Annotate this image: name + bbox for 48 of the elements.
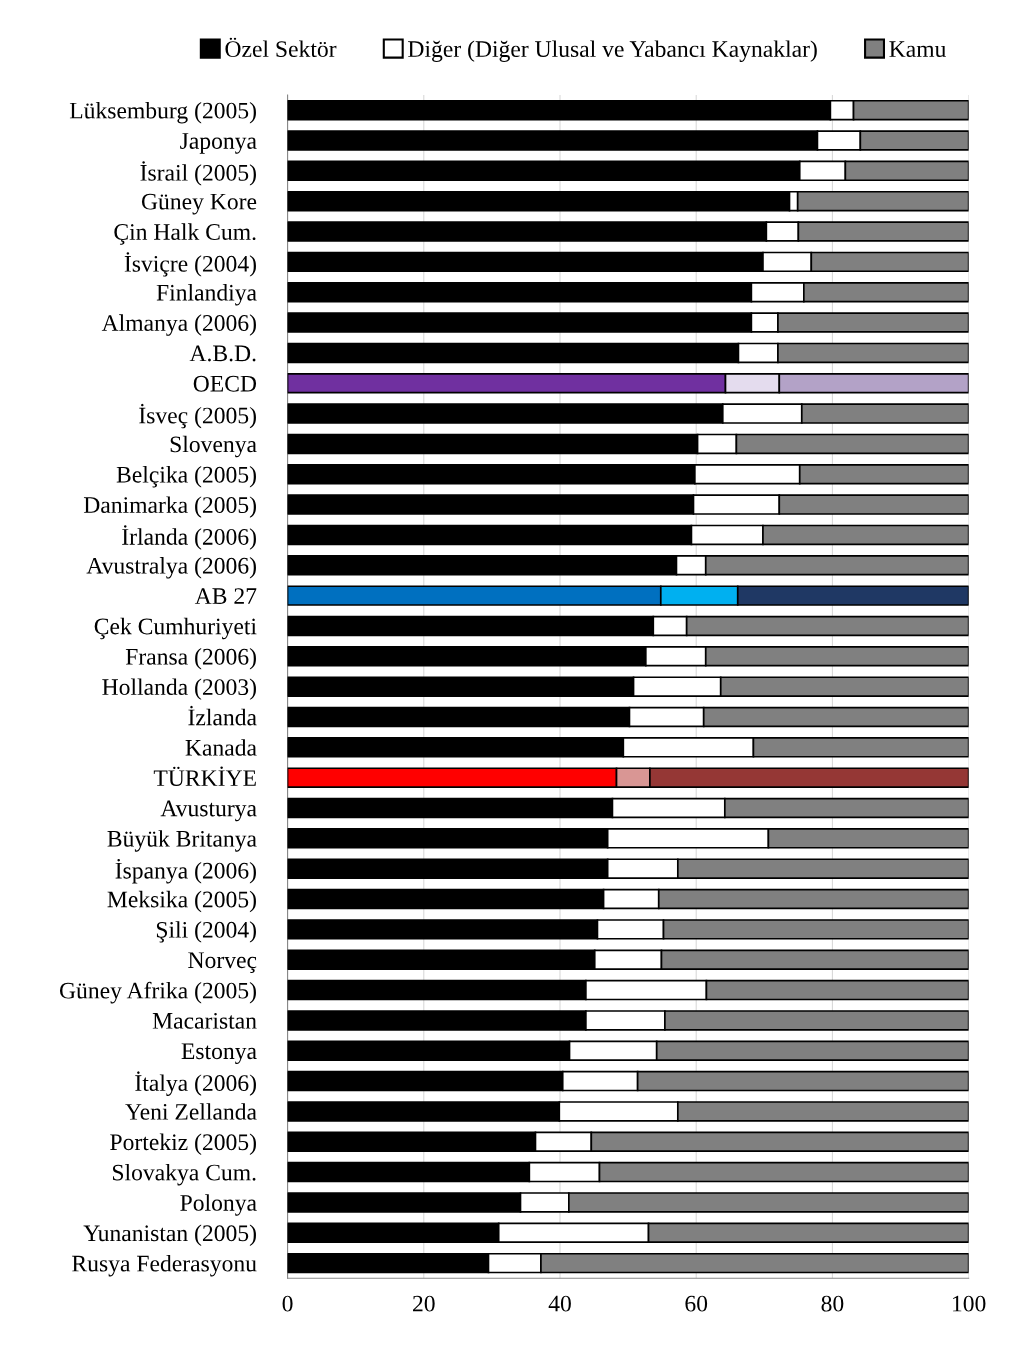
y-tick-label: Lüksemburg (2005)	[69, 101, 256, 124]
y-tick-label: Slovakya Cum.	[112, 1163, 256, 1186]
y-tick-label: OECD	[193, 375, 257, 392]
y-tick-label: Slovenya	[170, 435, 257, 458]
y-tick-label: İsviçre (2004)	[124, 252, 256, 277]
y-tick-label: Macaristan	[152, 1012, 257, 1029]
y-tick-label: Danimarka (2005)	[83, 496, 256, 518]
y-tick-label: Belçika (2005)	[116, 466, 256, 488]
y-tick-label: Portekiz (2005)	[110, 1133, 256, 1155]
y-tick-label: Avusturya	[160, 800, 257, 822]
y-tick-label: İtalya (2006)	[135, 1071, 256, 1096]
y-tick-label: Yunanistan (2005)	[83, 1224, 256, 1246]
x-tick-label: 60	[685, 1295, 708, 1312]
legend-label: Kamu	[889, 41, 946, 58]
y-tick-label: İsveç (2005)	[139, 403, 256, 429]
y-tick-label: Meksika (2005)	[107, 890, 256, 913]
y-tick-label: İrlanda (2006)	[122, 525, 256, 550]
x-tick-label: 80	[821, 1295, 844, 1312]
y-tick-label: Japonya	[180, 133, 257, 154]
y-tick-label: Güney Kore	[141, 193, 257, 215]
y-tick-label: Finlandiya	[156, 284, 257, 306]
y-tick-label: İspanya (2006)	[115, 858, 256, 884]
y-tick-label: Norveç	[188, 952, 257, 973]
y-tick-label: Polonya	[180, 1194, 257, 1216]
y-tick-label: A.B.D.	[189, 345, 256, 362]
y-tick-label: Çek Cumhuriyeti	[94, 617, 257, 640]
y-tick-label: Estonya	[181, 1043, 257, 1064]
y-tick-label: Avustralya (2006)	[86, 557, 256, 579]
x-tick-label: 100	[953, 1295, 986, 1312]
y-tick-label: AB 27	[194, 588, 257, 604]
y-tick-label: Büyük Britanya	[107, 830, 257, 852]
y-tick-label: Kanada	[185, 739, 257, 756]
y-tick-label: Almanya (2006)	[101, 314, 256, 336]
y-tick-label: Hollanda (2003)	[102, 678, 256, 700]
y-tick-label: Rusya Federasyonu	[72, 1254, 257, 1277]
y-tick-label: Çin Halk Cum.	[114, 223, 256, 245]
x-tick-label: 40	[548, 1295, 571, 1312]
x-tick-label: 0	[282, 1295, 293, 1312]
y-tick-label: Yeni Zellanda	[125, 1103, 257, 1120]
legend-label: Özel Sektör	[225, 37, 337, 58]
y-tick-label: Şili (2004)	[156, 921, 256, 943]
y-tick-label: Güney Afrika (2005)	[59, 981, 256, 1004]
y-tick-label: İzlanda	[188, 705, 257, 726]
y-tick-label: İsrail (2005)	[140, 161, 256, 186]
y-tick-label: TÜRKİYE	[153, 766, 256, 787]
legend-label: Diğer (Diğer Ulusal ve Yabancı Kaynaklar)	[408, 40, 817, 62]
y-tick-label: Fransa (2006)	[125, 648, 256, 670]
x-tick-label: 20	[413, 1295, 435, 1312]
